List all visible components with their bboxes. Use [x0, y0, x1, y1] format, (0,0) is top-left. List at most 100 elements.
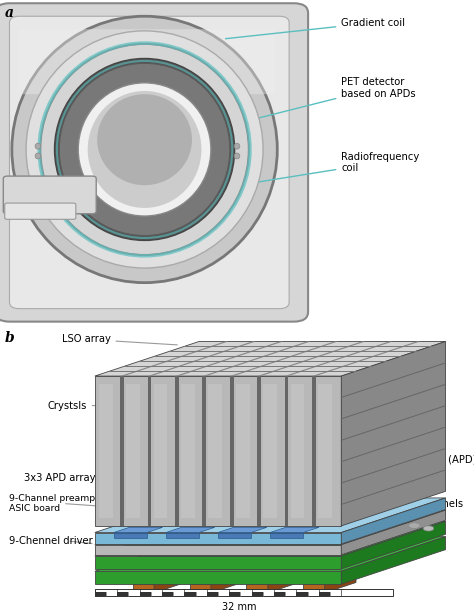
- Polygon shape: [162, 592, 173, 596]
- Polygon shape: [202, 341, 310, 376]
- Text: LSO array: LSO array: [62, 334, 177, 345]
- Polygon shape: [154, 574, 185, 593]
- Text: 9-Chennel driver board: 9-Chennel driver board: [9, 536, 125, 546]
- Ellipse shape: [234, 143, 240, 149]
- Polygon shape: [120, 376, 124, 526]
- Polygon shape: [270, 527, 319, 533]
- Ellipse shape: [40, 44, 249, 255]
- Polygon shape: [341, 536, 446, 584]
- Text: 32 mm: 32 mm: [222, 602, 256, 612]
- Polygon shape: [95, 545, 341, 555]
- Text: PET detector
based on APDs: PET detector based on APDs: [240, 77, 416, 123]
- Polygon shape: [207, 592, 218, 596]
- Polygon shape: [95, 533, 341, 544]
- Text: 3x3 APD array: 3x3 APD array: [24, 473, 116, 482]
- Polygon shape: [166, 527, 215, 533]
- Polygon shape: [296, 592, 308, 596]
- Polygon shape: [268, 574, 299, 593]
- Polygon shape: [319, 592, 330, 596]
- Polygon shape: [140, 592, 151, 596]
- Polygon shape: [120, 341, 228, 376]
- Polygon shape: [308, 592, 319, 596]
- Ellipse shape: [35, 153, 41, 159]
- Polygon shape: [230, 341, 338, 376]
- Polygon shape: [126, 384, 140, 519]
- Polygon shape: [291, 384, 304, 519]
- Polygon shape: [151, 592, 162, 596]
- Polygon shape: [318, 384, 332, 519]
- Polygon shape: [274, 592, 285, 596]
- Polygon shape: [312, 376, 316, 526]
- Polygon shape: [257, 376, 261, 526]
- Polygon shape: [341, 498, 446, 544]
- Polygon shape: [218, 592, 229, 596]
- Ellipse shape: [59, 63, 230, 235]
- Text: Crystsls: Crystsls: [47, 400, 130, 411]
- Polygon shape: [240, 592, 252, 596]
- Polygon shape: [184, 592, 196, 596]
- Ellipse shape: [26, 31, 263, 268]
- FancyBboxPatch shape: [3, 176, 96, 214]
- Polygon shape: [325, 574, 356, 593]
- Polygon shape: [166, 533, 199, 538]
- Polygon shape: [303, 584, 325, 593]
- Polygon shape: [341, 341, 446, 526]
- Ellipse shape: [423, 526, 434, 531]
- Polygon shape: [284, 341, 392, 376]
- Polygon shape: [190, 574, 242, 584]
- Polygon shape: [173, 592, 184, 596]
- Polygon shape: [106, 592, 117, 596]
- Ellipse shape: [35, 143, 41, 149]
- Polygon shape: [190, 584, 211, 593]
- Polygon shape: [181, 384, 195, 519]
- Polygon shape: [252, 592, 263, 596]
- Ellipse shape: [234, 153, 240, 159]
- Ellipse shape: [408, 523, 420, 528]
- Polygon shape: [211, 574, 242, 593]
- Text: a: a: [5, 7, 14, 20]
- Polygon shape: [175, 376, 179, 526]
- Polygon shape: [330, 592, 341, 596]
- Polygon shape: [229, 592, 240, 596]
- Polygon shape: [246, 574, 299, 584]
- Polygon shape: [230, 376, 234, 526]
- Polygon shape: [341, 510, 446, 555]
- Ellipse shape: [12, 16, 277, 283]
- Text: Avalanche
photo Diodes (APD): Avalanche photo Diodes (APD): [373, 444, 474, 468]
- Text: 9-Channel preamplifier
ASIC board: 9-Channel preamplifier ASIC board: [9, 494, 116, 513]
- Polygon shape: [285, 592, 296, 596]
- Ellipse shape: [55, 58, 235, 240]
- Ellipse shape: [97, 94, 192, 185]
- Polygon shape: [114, 527, 163, 533]
- Polygon shape: [95, 571, 341, 584]
- Polygon shape: [218, 533, 251, 538]
- Polygon shape: [114, 533, 147, 538]
- FancyBboxPatch shape: [19, 29, 275, 94]
- Polygon shape: [133, 584, 154, 593]
- Polygon shape: [95, 588, 393, 596]
- Text: Radiofrequency
coil: Radiofrequency coil: [221, 151, 419, 188]
- Polygon shape: [263, 592, 274, 596]
- Polygon shape: [196, 592, 207, 596]
- Polygon shape: [263, 384, 277, 519]
- Polygon shape: [209, 384, 222, 519]
- Polygon shape: [95, 592, 106, 596]
- Polygon shape: [312, 341, 420, 376]
- Polygon shape: [95, 510, 446, 545]
- Polygon shape: [154, 384, 167, 519]
- Ellipse shape: [88, 91, 201, 208]
- FancyBboxPatch shape: [5, 203, 76, 219]
- Polygon shape: [117, 592, 128, 596]
- Polygon shape: [95, 522, 446, 556]
- Polygon shape: [202, 376, 206, 526]
- Polygon shape: [95, 341, 446, 376]
- Polygon shape: [133, 574, 185, 584]
- Polygon shape: [341, 522, 446, 569]
- Polygon shape: [284, 376, 288, 526]
- Polygon shape: [95, 536, 446, 571]
- FancyBboxPatch shape: [9, 16, 289, 309]
- Ellipse shape: [78, 83, 211, 216]
- Polygon shape: [270, 533, 303, 538]
- Polygon shape: [218, 527, 267, 533]
- Polygon shape: [148, 376, 152, 526]
